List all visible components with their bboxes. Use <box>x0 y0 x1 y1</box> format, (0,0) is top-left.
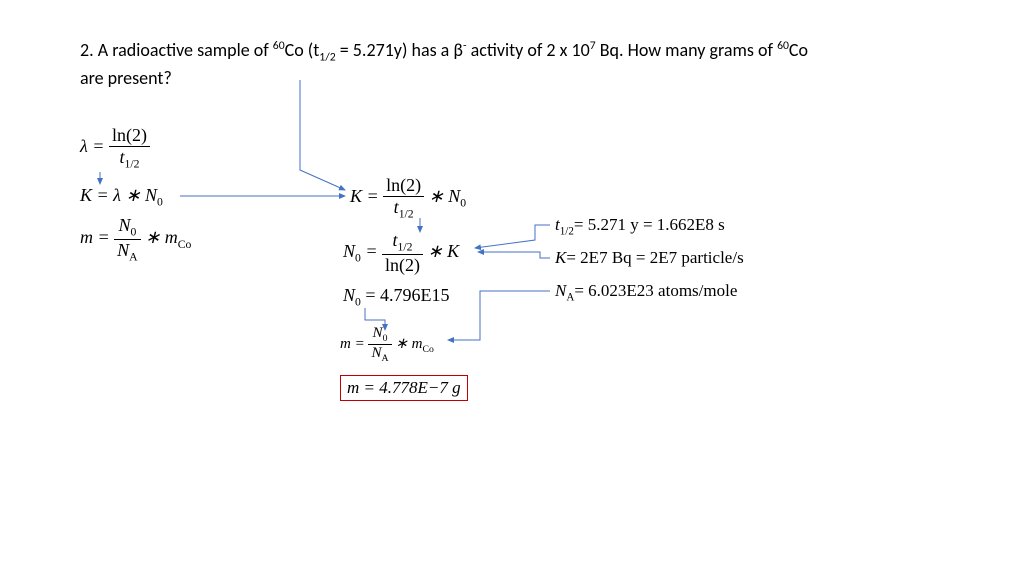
m-den: N <box>117 240 129 260</box>
lambda-lhs: λ = <box>80 136 104 156</box>
N0-den: ln(2) <box>382 255 423 276</box>
answer-text: m = 4.778E−7 g <box>347 378 461 397</box>
mm-num-sub: 0 <box>383 333 388 344</box>
eq-K-mid: K = ln(2) t1/2 ∗ N0 <box>350 175 466 221</box>
th-val: = 5.271 y = 1.662E8 s <box>574 215 725 234</box>
answer-box: m = 4.778E−7 g <box>340 375 468 401</box>
m-lhs: m = <box>80 227 110 247</box>
Kmid-tail: ∗ N <box>429 186 461 206</box>
iso2-co: Co <box>789 39 808 61</box>
iso-sup: 60 <box>273 39 285 53</box>
N0-num-sub: 1/2 <box>398 241 413 254</box>
N0v-lhs: N <box>343 285 355 305</box>
m-den-sub: A <box>129 250 137 263</box>
N0-eq: = <box>361 241 382 261</box>
p2: = 5.271y) has a β <box>336 39 463 61</box>
NA-val: = 6.023E23 atoms/mole <box>574 281 737 300</box>
problem-statement: 2. A radioactive sample of 60Co (t1/2 = … <box>80 38 960 91</box>
eq-lambda: λ = ln(2) t1/2 <box>80 125 150 171</box>
p3: activity of 2 x 10 <box>467 39 590 61</box>
lambda-num: ln(2) <box>109 125 150 147</box>
mm-num: N <box>373 325 383 341</box>
m-num-sub: 0 <box>130 226 136 239</box>
problem-text: 2. A radioactive sample of <box>80 39 273 61</box>
Kmid-lhs: K = <box>350 186 379 206</box>
given-thalf: t1/2= 5.271 y = 1.662E8 s <box>555 215 725 237</box>
Kg-var: K <box>555 248 566 267</box>
eq-N0-mid: N0 = t1/2 ln(2) ∗ K <box>343 230 459 276</box>
p4: Bq. How many grams of <box>596 39 777 61</box>
eq-m-left: m = N0 NA ∗ mCo <box>80 215 191 263</box>
iso-co: Co (t <box>285 39 320 61</box>
m-tail: ∗ m <box>145 227 178 247</box>
Kmid-tail-sub: 0 <box>460 197 466 210</box>
p5: are present? <box>80 67 172 89</box>
mm-den: N <box>371 345 381 361</box>
Kg-val: = 2E7 Bq = 2E7 particle/s <box>566 248 743 267</box>
iso2-sup: 60 <box>777 39 789 53</box>
K-lhs: K <box>80 185 92 205</box>
N0-tail: ∗ K <box>428 241 460 261</box>
N0v-rhs: = 4.796E15 <box>361 285 450 305</box>
N0-lhs: N <box>343 241 355 261</box>
given-K: K= 2E7 Bq = 2E7 particle/s <box>555 248 744 268</box>
Kmid-den-sub: 1/2 <box>399 208 414 221</box>
eq-N0-val: N0 = 4.796E15 <box>343 285 450 309</box>
mm-lhs: m = <box>340 336 368 352</box>
eq-K-left: K = λ ∗ N0 <box>80 185 163 209</box>
NA-var: N <box>555 281 566 300</box>
K-rhs-sub: 0 <box>157 196 163 209</box>
mm-tail-sub: Co <box>422 344 433 355</box>
eq-m-mid: m = N0 NA ∗ mCo <box>340 325 434 364</box>
th-sub: 1/2 <box>560 225 574 237</box>
lambda-den-sub: 1/2 <box>124 158 139 171</box>
m-num: N <box>118 215 130 235</box>
mm-tail: ∗ m <box>395 336 422 352</box>
m-tail-sub: Co <box>178 238 192 251</box>
K-rhs: = λ ∗ N <box>92 185 157 205</box>
sub-half: 1/2 <box>319 51 335 65</box>
given-NA: NA= 6.023E23 atoms/mole <box>555 281 737 303</box>
mm-den-sub: A <box>381 353 388 364</box>
Kmid-num: ln(2) <box>383 175 424 197</box>
